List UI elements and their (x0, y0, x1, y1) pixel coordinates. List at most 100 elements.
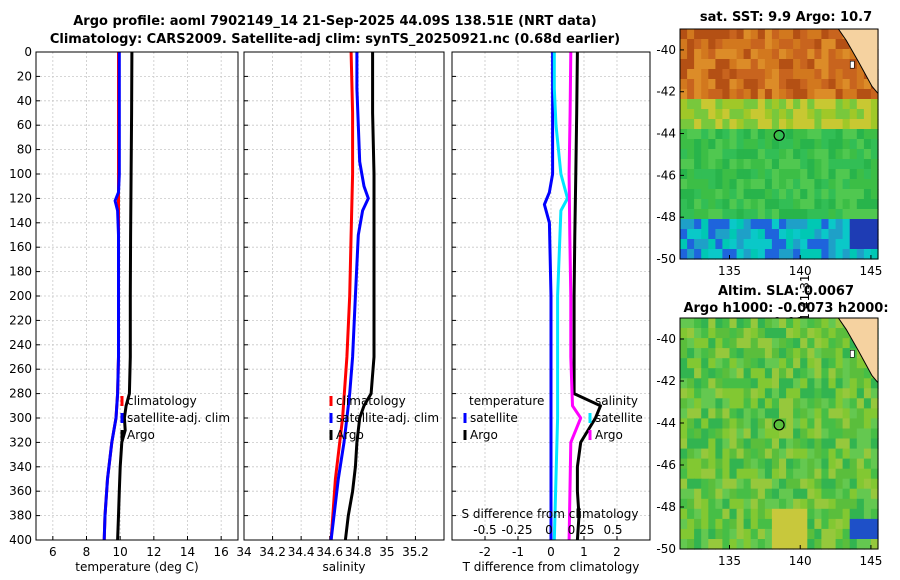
map-cell (828, 408, 837, 419)
map-cell (870, 109, 879, 120)
map-cell (786, 89, 794, 100)
map-cell (807, 179, 815, 190)
map-cell (870, 159, 879, 170)
map-cell (736, 169, 745, 180)
map-cell (771, 109, 780, 120)
map-cell (736, 39, 745, 50)
map-cell (750, 318, 759, 329)
map-cell (842, 169, 851, 180)
map-cell (849, 169, 858, 180)
legend-title-salinity: salinity (595, 394, 638, 408)
map-y-tick-label: -42 (656, 85, 676, 99)
map-cell (729, 528, 738, 540)
map-cell (814, 358, 823, 369)
map-cell (722, 478, 731, 490)
y-tick-label: 100 (9, 167, 32, 181)
map-cell (750, 408, 759, 419)
map-cell (800, 59, 808, 70)
map-cell (800, 428, 808, 440)
map-cell (856, 418, 865, 429)
map-cell (687, 348, 695, 359)
map-cell (729, 29, 738, 40)
x-axis-label: T difference from climatology (462, 560, 640, 574)
map-cell (800, 129, 808, 140)
map-cell (828, 518, 837, 530)
map-cell (814, 539, 823, 550)
map-cell (821, 109, 830, 120)
series-line-argo (343, 52, 376, 541)
map-cell (793, 368, 801, 379)
map-cell (828, 69, 837, 80)
map-frame (679, 28, 879, 260)
map-cell (729, 318, 738, 329)
map-cell (842, 398, 851, 409)
map-cell (701, 488, 709, 500)
map-cell (694, 229, 702, 240)
map-cell (729, 149, 738, 160)
map-cell (856, 368, 865, 379)
map-cell (849, 119, 858, 130)
map-cell (786, 338, 794, 349)
map-cell (835, 518, 844, 530)
map-cell (863, 139, 872, 150)
map-cell (842, 328, 851, 339)
map-cell (680, 89, 688, 100)
map-cell (842, 539, 851, 550)
map-cell (828, 29, 837, 40)
map-cell (779, 458, 787, 470)
map-cell (736, 49, 745, 60)
map-cell (779, 189, 787, 200)
map-cell (870, 448, 879, 460)
map-cell (863, 149, 872, 160)
map-cell (757, 149, 766, 160)
map-x-tick-label: 145 (859, 264, 882, 278)
map-cell (842, 149, 851, 160)
map-cell (863, 249, 872, 260)
map-cell (856, 378, 865, 389)
map-cell (793, 378, 801, 389)
map-cell (750, 518, 759, 530)
y-tick-label: 140 (9, 216, 32, 230)
map-cell (715, 249, 724, 260)
map-cell (771, 368, 780, 379)
figure-title-line1: Argo profile: aoml 7902149_14 21-Sep-202… (73, 14, 597, 29)
legend-label: Argo (595, 428, 623, 442)
map-cell (743, 388, 752, 399)
map-cell (800, 89, 808, 100)
legend-label: Argo (470, 428, 498, 442)
map-cell (722, 89, 731, 100)
map-cell (814, 39, 823, 50)
top-tick-label: -0.25 (501, 523, 532, 537)
map-cell (757, 418, 766, 429)
map-cell (849, 368, 858, 379)
map-cell (743, 219, 752, 230)
map-cell (757, 159, 766, 170)
map-cell (828, 239, 837, 250)
map-cell (757, 338, 766, 349)
map-cell (743, 468, 752, 480)
map-cell (814, 169, 823, 180)
x-tick-label: 16 (214, 545, 229, 559)
map-cell (722, 398, 731, 409)
map-cell (680, 378, 688, 389)
x-tick-label: 1 (580, 545, 588, 559)
legend-label: satellite (595, 411, 643, 425)
map-cell (687, 189, 695, 200)
map-cell (687, 518, 695, 530)
map-cell (729, 418, 738, 429)
top-tick-label: 0 (545, 523, 553, 537)
map-cell (694, 249, 702, 260)
map-cell (807, 129, 815, 140)
map-cell (736, 448, 745, 460)
map-cell (743, 368, 752, 379)
map-cell (835, 508, 844, 520)
map-cell (793, 229, 801, 240)
map-cell (771, 328, 780, 339)
map-cell (694, 119, 702, 130)
map-cell (771, 518, 780, 530)
map-cell (807, 159, 815, 170)
map-cell (793, 478, 801, 490)
map-cell (821, 129, 830, 140)
map-cell (750, 398, 759, 409)
map-cell (729, 59, 738, 70)
